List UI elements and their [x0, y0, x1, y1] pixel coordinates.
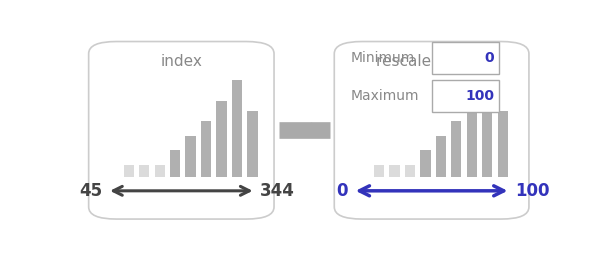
FancyBboxPatch shape — [420, 150, 431, 177]
Bar — [432, 80, 499, 112]
FancyBboxPatch shape — [170, 150, 181, 177]
Text: 0: 0 — [484, 51, 494, 65]
FancyBboxPatch shape — [334, 42, 529, 219]
FancyBboxPatch shape — [201, 121, 211, 177]
FancyBboxPatch shape — [216, 101, 227, 177]
Text: rescaled index: rescaled index — [376, 54, 487, 69]
Text: Minimum: Minimum — [350, 51, 415, 65]
FancyBboxPatch shape — [124, 165, 134, 177]
FancyBboxPatch shape — [139, 165, 150, 177]
Text: 100: 100 — [515, 182, 550, 200]
FancyBboxPatch shape — [498, 111, 508, 177]
FancyBboxPatch shape — [154, 165, 165, 177]
FancyBboxPatch shape — [185, 136, 196, 177]
Text: 100: 100 — [465, 89, 494, 103]
FancyBboxPatch shape — [232, 80, 242, 177]
FancyBboxPatch shape — [405, 165, 415, 177]
FancyBboxPatch shape — [89, 42, 274, 219]
Text: 344: 344 — [260, 182, 295, 200]
Text: Maximum: Maximum — [350, 89, 419, 103]
FancyBboxPatch shape — [389, 165, 399, 177]
Text: 0: 0 — [337, 182, 348, 200]
FancyBboxPatch shape — [451, 121, 462, 177]
FancyBboxPatch shape — [466, 101, 477, 177]
FancyBboxPatch shape — [482, 80, 492, 177]
Text: index: index — [160, 54, 202, 69]
FancyBboxPatch shape — [436, 136, 446, 177]
FancyBboxPatch shape — [374, 165, 385, 177]
Bar — [432, 41, 499, 74]
Text: 45: 45 — [80, 182, 103, 200]
FancyBboxPatch shape — [247, 111, 258, 177]
